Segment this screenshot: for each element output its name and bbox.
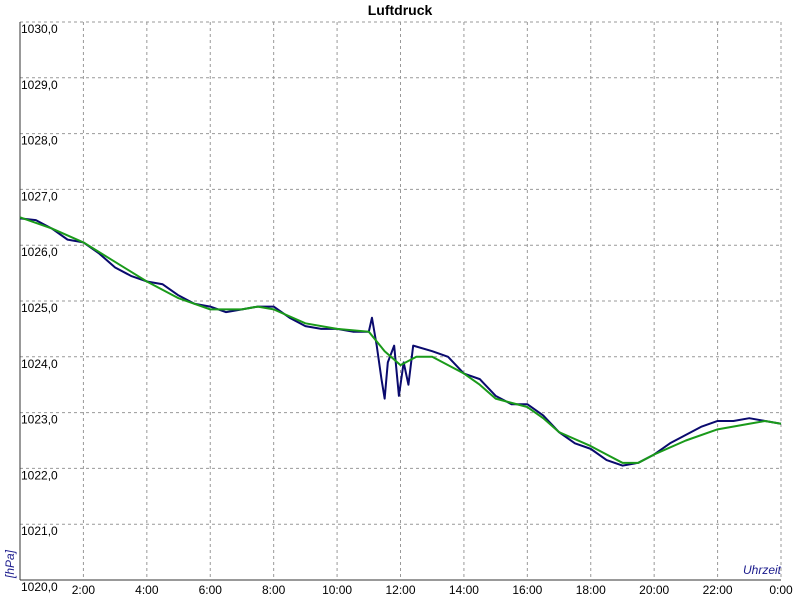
data-line [19, 216, 782, 464]
x-tick-label: 6:00 [199, 583, 223, 597]
y-tick-label: 1030,0 [21, 22, 58, 36]
x-tick-label: 8:00 [262, 583, 286, 597]
x-tick-label: 20:00 [639, 583, 669, 597]
y-tick-label: 1029,0 [21, 78, 58, 92]
x-tick-label: 14:00 [449, 583, 479, 597]
x-tick-label: 22:00 [703, 583, 733, 597]
y-tick-label: 1024,0 [21, 357, 58, 371]
chart-title: Luftdruck [368, 2, 433, 18]
y-axis-label: [hPa] [3, 549, 17, 579]
x-tick-label: 18:00 [576, 583, 606, 597]
x-tick-label: 10:00 [322, 583, 352, 597]
y-tick-label: 1026,0 [21, 245, 58, 259]
y-tick-label: 1025,0 [21, 301, 58, 315]
x-tick-label: 4:00 [135, 583, 159, 597]
x-tick-label: 2:00 [72, 583, 96, 597]
x-tick-label: 0:00 [769, 583, 793, 597]
y-tick-label: 1028,0 [21, 134, 58, 148]
x-axis-label: Uhrzeit [743, 563, 782, 577]
x-tick-label: 16:00 [512, 583, 542, 597]
y-tick-label: 1027,0 [21, 189, 58, 203]
y-tick-label: 1022,0 [21, 468, 58, 482]
y-tick-label: 1023,0 [21, 413, 58, 427]
x-tick-label: 12:00 [385, 583, 415, 597]
y-tick-label: 1020,0 [21, 580, 58, 594]
y-tick-label: 1021,0 [21, 524, 58, 538]
